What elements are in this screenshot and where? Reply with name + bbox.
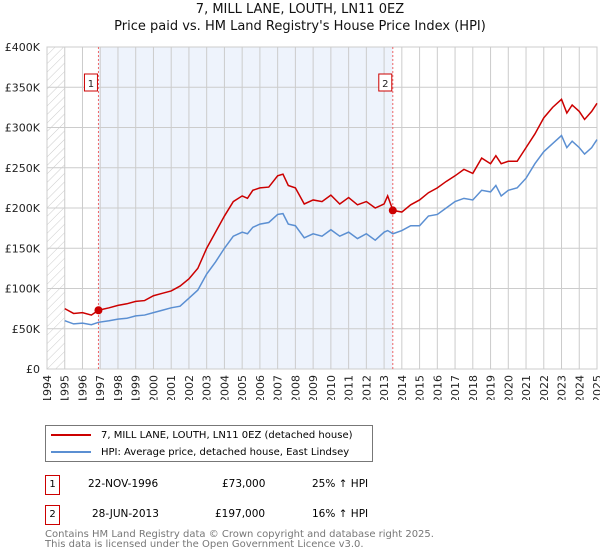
series-line (64, 98, 598, 316)
x-tick-label: 2020 (502, 375, 515, 400)
x-tick-label: 2005 (236, 375, 249, 400)
x-tick-label: 2012 (360, 375, 373, 400)
sale-label-box (378, 73, 393, 92)
footer: Contains HM Land Registry data © Crown c… (45, 530, 434, 550)
series-line (64, 134, 598, 326)
x-tick-label: 2013 (378, 375, 391, 400)
chart-subtitle: Price paid vs. HM Land Registry's House … (114, 19, 486, 34)
x-tick-label: 2008 (289, 375, 302, 400)
x-tick-label: 2021 (520, 375, 533, 400)
legend-label: 7, MILL LANE, LOUTH, LN11 0EZ (detached … (101, 429, 353, 441)
x-tick-label: 2007 (272, 375, 285, 400)
transaction-date: 28-JUN-2013 (92, 508, 159, 520)
x-tick-label: 2018 (467, 375, 480, 400)
sale-point (94, 306, 103, 315)
y-tick-label: £150K (5, 242, 41, 255)
transaction-hpi: 25% ↑ HPI (312, 478, 369, 490)
footer-licence: This data is licensed under the Open Gov… (45, 539, 364, 550)
legend-swatch-blue (51, 451, 91, 453)
transaction-price: £73,000 (222, 478, 266, 490)
legend-item-hpi: HPI: Average price, detached house, East… (51, 445, 349, 459)
transaction-date: 22-NOV-1996 (88, 478, 159, 490)
sale-point (388, 206, 397, 215)
y-tick-label: £300K (5, 122, 41, 135)
y-tick-label: £200K (5, 202, 41, 215)
legend-swatch-red (51, 434, 91, 436)
x-tick-label: 1997 (94, 375, 107, 400)
x-tick-label: 1994 (41, 375, 54, 400)
x-tick-label: 2006 (254, 375, 267, 400)
y-tick-label: £250K (5, 162, 41, 175)
x-tick-label: 2010 (325, 375, 338, 400)
footer-copyright: Contains HM Land Registry data © Crown c… (45, 529, 434, 540)
chart-title: 7, MILL LANE, LOUTH, LN11 0EZ (195, 2, 405, 17)
x-tick-label: 1996 (76, 375, 89, 400)
y-tick-label: £400K (5, 41, 41, 54)
x-tick-label: 2024 (573, 375, 586, 400)
sale-label-box (83, 73, 98, 92)
x-tick-label: 2000 (147, 375, 160, 400)
x-tick-label: 1995 (59, 375, 72, 400)
x-tick-label: 2017 (449, 375, 462, 400)
transaction-row: 2 28-JUN-2013 £197,000 16% ↑ HPI (45, 505, 375, 525)
legend: 7, MILL LANE, LOUTH, LN11 0EZ (detached … (45, 425, 373, 462)
x-tick-label: 2003 (201, 375, 214, 400)
y-tick-label: £350K (5, 81, 41, 94)
price-chart: 1994 1995 1996 1997 1998 1999 2000 2001 2002 2003… (5, 41, 600, 400)
x-tick-label: 2002 (183, 375, 196, 400)
y-tick-label: £50K (12, 323, 41, 336)
x-tick-label: 1998 (112, 375, 125, 400)
x-tick-label: 2009 (307, 375, 320, 400)
x-tick-label: 2011 (343, 375, 356, 400)
marker-badge: 2 (45, 505, 60, 525)
y-tick-label: £0 (26, 363, 40, 376)
x-tick-label: 2019 (485, 375, 498, 400)
x-tick-label: 2001 (165, 375, 178, 400)
x-tick-label: 2022 (538, 375, 551, 400)
marker-badge: 1 (45, 475, 60, 495)
y-tick-label: £100K (5, 283, 41, 296)
x-tick-label: 2004 (218, 375, 231, 400)
x-tick-label: 2015 (414, 375, 427, 400)
x-tick-label: 2016 (431, 375, 444, 400)
x-tick-label: 2014 (396, 375, 409, 400)
x-tick-label: 2025 (591, 375, 600, 400)
plot-frame (46, 46, 598, 370)
x-tick-label: 1999 (130, 375, 143, 400)
x-tick-label: 2023 (556, 375, 569, 400)
sale-label: 2 (382, 79, 388, 90)
transaction-hpi: 16% ↑ HPI (312, 508, 369, 520)
legend-label: HPI: Average price, detached house, East… (101, 446, 350, 458)
transaction-row: 1 22-NOV-1996 £73,000 25% ↑ HPI (45, 475, 375, 495)
sale-label: 1 (88, 79, 94, 90)
legend-item-property: 7, MILL LANE, LOUTH, LN11 0EZ (detached … (51, 428, 353, 442)
transaction-price: £197,000 (215, 508, 266, 520)
